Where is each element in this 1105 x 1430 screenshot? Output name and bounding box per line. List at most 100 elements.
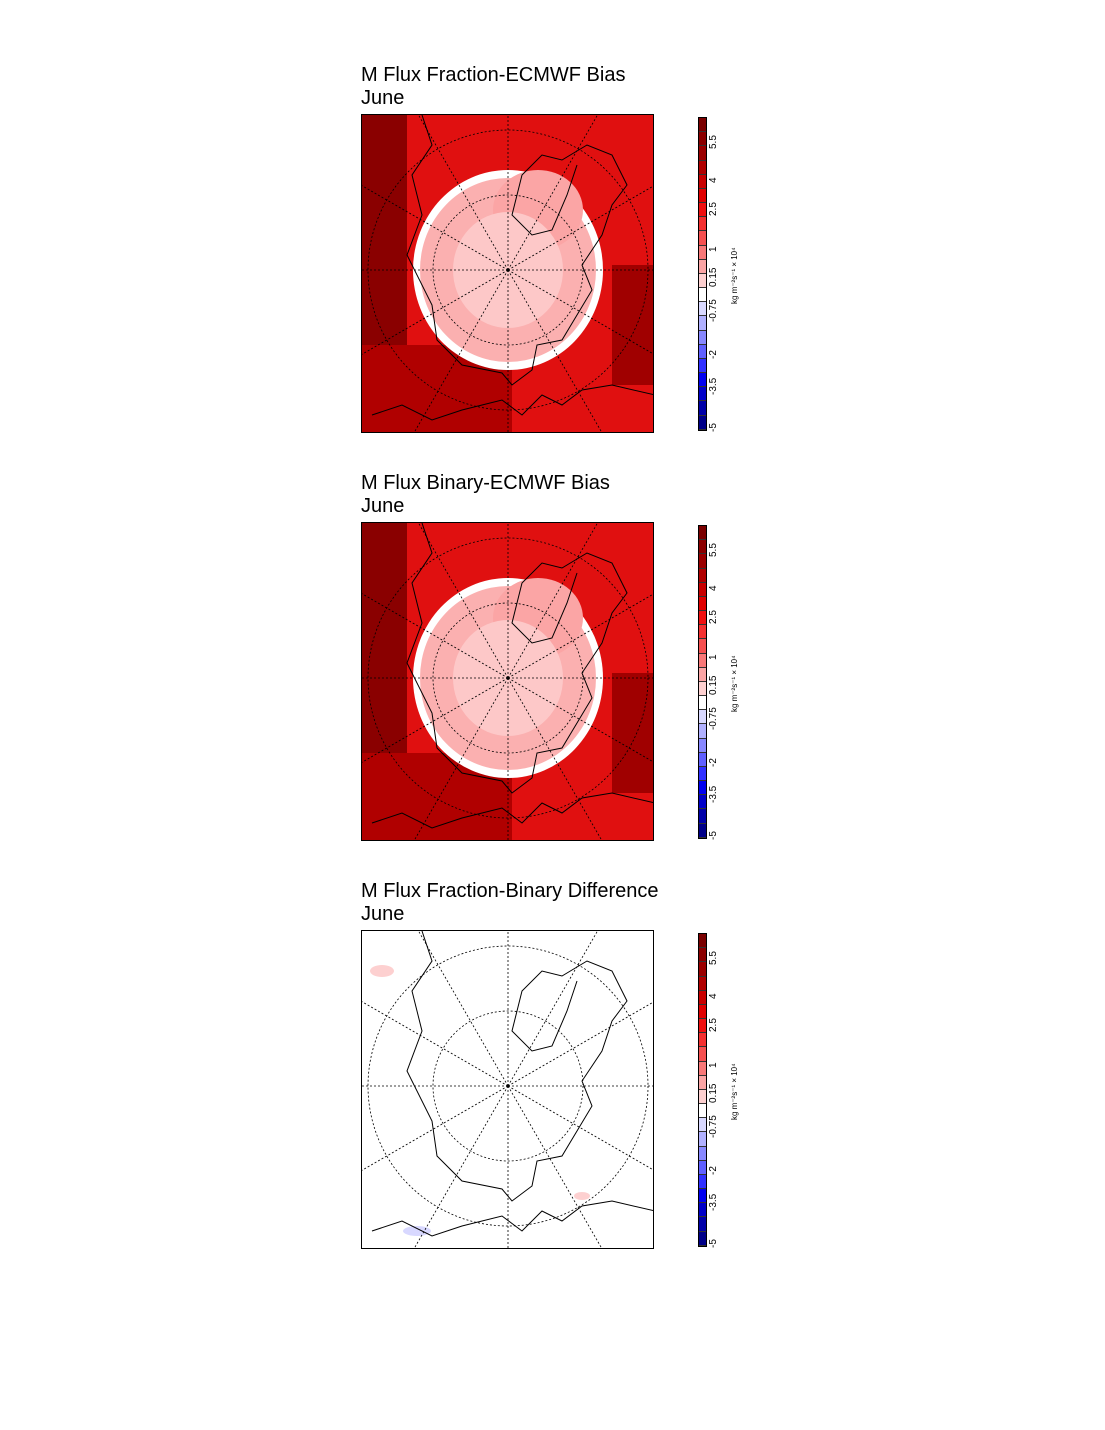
colorbar-tick-label: -5 <box>708 423 719 432</box>
colorbar-segment <box>699 976 706 991</box>
colorbar-unit: kg m⁻²s⁻¹ × 10⁴ <box>730 1063 739 1120</box>
colorbar-segment <box>699 1146 706 1161</box>
colorbar-tick-label: -3.5 <box>708 377 719 395</box>
colorbar-segment <box>699 401 706 416</box>
polar-map <box>361 930 654 1249</box>
colorbar-segment <box>699 1104 706 1119</box>
colorbar-segment <box>699 738 706 753</box>
colorbar-segment <box>699 1075 706 1090</box>
colorbar-segment <box>699 934 706 949</box>
colorbar-unit: kg m⁻²s⁻¹ × 10⁴ <box>730 655 739 712</box>
colorbar-segment <box>699 373 706 388</box>
colorbar-segment <box>699 1004 706 1020</box>
colorbar-segment <box>699 288 706 303</box>
colorbar-segment <box>699 160 706 175</box>
colorbar-segment <box>699 1047 706 1062</box>
colorbar-segment <box>699 809 706 824</box>
panel-title: M Flux Fraction-Binary Difference <box>361 880 659 902</box>
colorbar-segment <box>699 554 706 569</box>
colorbar-segment <box>699 387 706 402</box>
panel-title: M Flux Binary-ECMWF Bias <box>361 472 610 494</box>
colorbar-segment <box>699 710 706 725</box>
colorbar-segment <box>699 344 706 359</box>
polar-map <box>361 522 654 841</box>
colorbar-segment <box>699 358 706 374</box>
colorbar-segment <box>699 132 706 147</box>
colorbar-segment <box>699 259 706 274</box>
colorbar-tick-label: 0.15 <box>708 675 719 695</box>
colorbar-tick-label: 1 <box>708 654 719 660</box>
colorbar-segment <box>699 1231 706 1246</box>
colorbar-segment <box>699 752 706 767</box>
colorbar-tick-label: 5.5 <box>708 543 719 557</box>
colorbar-tick-label: -0.75 <box>708 1115 719 1138</box>
colorbar <box>698 933 707 1247</box>
colorbar-segment <box>699 823 706 838</box>
colorbar-tick-label: 2.5 <box>708 202 719 216</box>
colorbar-segment <box>699 146 706 161</box>
colorbar-tick-label: -2 <box>708 758 719 767</box>
colorbar-segment <box>699 1160 706 1175</box>
colorbar-segment <box>699 540 706 555</box>
colorbar-segment <box>699 1189 706 1204</box>
colorbar-segment <box>699 948 706 963</box>
colorbar-segment <box>699 1217 706 1232</box>
colorbar-segment <box>699 1089 706 1105</box>
colorbar-segment <box>699 316 706 331</box>
colorbar-segment <box>699 781 706 796</box>
colorbar-tick-label: 5.5 <box>708 135 719 149</box>
colorbar-tick-label: 0.15 <box>708 1083 719 1103</box>
colorbar-segment <box>699 330 706 345</box>
polar-map <box>361 114 654 433</box>
colorbar-tick-label: 5.5 <box>708 951 719 965</box>
colorbar-segment <box>699 1061 706 1076</box>
colorbar <box>698 525 707 839</box>
colorbar-tick-label: -3.5 <box>708 785 719 803</box>
colorbar-tick-label: 4 <box>708 585 719 591</box>
colorbar-segment <box>699 724 706 739</box>
colorbar-segment <box>699 568 706 583</box>
colorbar-segment <box>699 1118 706 1133</box>
colorbar-tick-label: -5 <box>708 1239 719 1248</box>
colorbar-segment <box>699 118 706 133</box>
colorbar-tick-label: 1 <box>708 1062 719 1068</box>
colorbar-segment <box>699 174 706 189</box>
colorbar-tick-label: -0.75 <box>708 299 719 322</box>
colorbar-segment <box>699 596 706 612</box>
colorbar-segment <box>699 766 706 782</box>
colorbar-segment <box>699 1132 706 1147</box>
colorbar-segment <box>699 990 706 1005</box>
colorbar-segment <box>699 526 706 541</box>
colorbar-segment <box>699 188 706 204</box>
colorbar-segment <box>699 962 706 977</box>
colorbar-segment <box>699 1033 706 1048</box>
panel-subtitle: June <box>361 87 405 109</box>
colorbar-segment <box>699 1019 706 1034</box>
colorbar-tick-label: 2.5 <box>708 1018 719 1032</box>
colorbar-segment <box>699 625 706 640</box>
colorbar-tick-label: 4 <box>708 993 719 999</box>
colorbar-segment <box>699 582 706 597</box>
colorbar-tick-label: -2 <box>708 350 719 359</box>
colorbar-segment <box>699 795 706 810</box>
colorbar-segment <box>699 639 706 654</box>
colorbar-segment <box>699 696 706 711</box>
panel-title: M Flux Fraction-ECMWF Bias <box>361 64 626 86</box>
colorbar-tick-label: -5 <box>708 831 719 840</box>
colorbar-tick-label: 2.5 <box>708 610 719 624</box>
colorbar-segment <box>699 273 706 289</box>
colorbar-segment <box>699 681 706 697</box>
colorbar-segment <box>699 203 706 218</box>
colorbar-segment <box>699 1174 706 1190</box>
colorbar-tick-label: -2 <box>708 1166 719 1175</box>
colorbar-segment <box>699 415 706 430</box>
colorbar <box>698 117 707 431</box>
colorbar-tick-label: 4 <box>708 177 719 183</box>
panel-subtitle: June <box>361 495 405 517</box>
colorbar-segment <box>699 611 706 626</box>
colorbar-segment <box>699 653 706 668</box>
colorbar-segment <box>699 667 706 682</box>
colorbar-tick-label: 1 <box>708 246 719 252</box>
colorbar-tick-label: 0.15 <box>708 267 719 287</box>
colorbar-segment <box>699 302 706 317</box>
